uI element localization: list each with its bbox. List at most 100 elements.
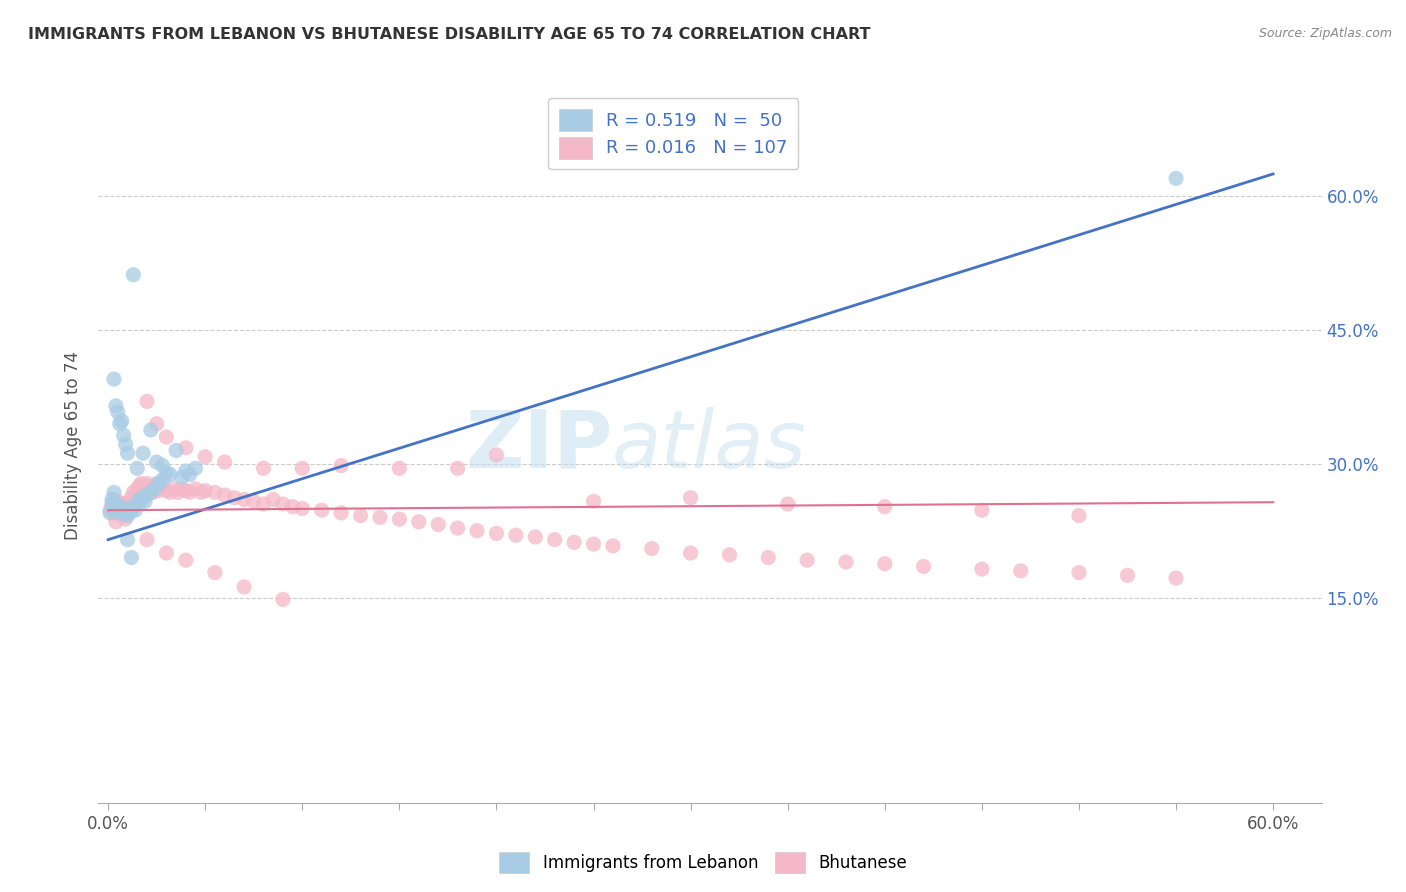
Point bbox=[101, 500, 124, 514]
Point bbox=[117, 503, 139, 517]
Point bbox=[143, 482, 166, 496]
Point bbox=[233, 580, 256, 594]
Point bbox=[485, 526, 508, 541]
Point bbox=[190, 485, 212, 500]
Point bbox=[174, 464, 197, 478]
Point bbox=[368, 510, 391, 524]
Point bbox=[159, 467, 181, 482]
Point bbox=[122, 268, 145, 282]
Point bbox=[408, 515, 430, 529]
Point bbox=[98, 506, 121, 520]
Point bbox=[120, 550, 142, 565]
Point bbox=[170, 470, 193, 484]
Point bbox=[485, 448, 508, 462]
Point bbox=[107, 494, 129, 508]
Point bbox=[214, 455, 236, 469]
Point bbox=[103, 372, 125, 386]
Point bbox=[330, 458, 353, 473]
Point bbox=[582, 494, 605, 508]
Point bbox=[170, 482, 193, 496]
Point bbox=[718, 548, 741, 562]
Point bbox=[159, 485, 181, 500]
Point bbox=[163, 482, 186, 496]
Point bbox=[136, 488, 159, 502]
Point bbox=[132, 446, 155, 460]
Point bbox=[184, 482, 207, 496]
Point bbox=[145, 455, 167, 469]
Point bbox=[970, 562, 993, 576]
Point bbox=[111, 508, 134, 523]
Point bbox=[107, 506, 129, 520]
Point bbox=[129, 476, 152, 491]
Point bbox=[104, 515, 127, 529]
Point bbox=[132, 491, 155, 505]
Point bbox=[465, 524, 488, 538]
Point bbox=[873, 557, 896, 571]
Point bbox=[111, 503, 134, 517]
Legend: R = 0.519   N =  50, R = 0.016   N = 107: R = 0.519 N = 50, R = 0.016 N = 107 bbox=[548, 98, 799, 169]
Point bbox=[118, 506, 141, 520]
Point bbox=[1116, 568, 1139, 582]
Point bbox=[214, 488, 236, 502]
Point bbox=[152, 458, 174, 473]
Point bbox=[128, 479, 150, 493]
Point bbox=[111, 414, 134, 428]
Point bbox=[524, 530, 547, 544]
Point bbox=[184, 461, 207, 475]
Point bbox=[174, 553, 197, 567]
Point bbox=[165, 443, 187, 458]
Point bbox=[136, 533, 159, 547]
Point bbox=[108, 506, 131, 520]
Point bbox=[388, 512, 411, 526]
Point bbox=[427, 517, 450, 532]
Point bbox=[1164, 171, 1187, 186]
Point bbox=[152, 479, 174, 493]
Point bbox=[143, 482, 166, 496]
Point bbox=[155, 546, 177, 560]
Point bbox=[194, 450, 217, 464]
Point bbox=[136, 476, 159, 491]
Point bbox=[252, 497, 274, 511]
Point bbox=[111, 500, 134, 514]
Point bbox=[112, 503, 135, 517]
Point bbox=[873, 500, 896, 514]
Point bbox=[1067, 566, 1090, 580]
Point bbox=[127, 497, 149, 511]
Point bbox=[124, 503, 146, 517]
Point bbox=[139, 423, 162, 437]
Point bbox=[271, 592, 294, 607]
Point bbox=[124, 492, 146, 507]
Point bbox=[446, 461, 468, 475]
Point bbox=[101, 497, 124, 511]
Point bbox=[117, 446, 139, 460]
Point bbox=[114, 437, 136, 451]
Point bbox=[101, 492, 124, 507]
Point bbox=[122, 485, 145, 500]
Point bbox=[142, 485, 165, 500]
Point bbox=[167, 485, 190, 500]
Point bbox=[544, 533, 567, 547]
Point bbox=[252, 461, 274, 475]
Point bbox=[233, 492, 256, 507]
Point bbox=[679, 491, 702, 505]
Point bbox=[120, 503, 142, 517]
Point bbox=[776, 497, 799, 511]
Point bbox=[108, 497, 131, 511]
Point bbox=[134, 482, 156, 496]
Point bbox=[155, 483, 177, 498]
Point bbox=[242, 494, 264, 508]
Point bbox=[602, 539, 624, 553]
Point bbox=[120, 491, 142, 505]
Point bbox=[912, 559, 935, 574]
Point bbox=[104, 500, 127, 514]
Text: ZIP: ZIP bbox=[465, 407, 612, 485]
Point bbox=[388, 461, 411, 475]
Point bbox=[129, 494, 152, 508]
Point bbox=[155, 466, 177, 480]
Point bbox=[103, 485, 125, 500]
Point bbox=[194, 483, 217, 498]
Point bbox=[122, 500, 145, 514]
Point bbox=[108, 417, 131, 431]
Point bbox=[117, 508, 139, 523]
Point bbox=[641, 541, 664, 556]
